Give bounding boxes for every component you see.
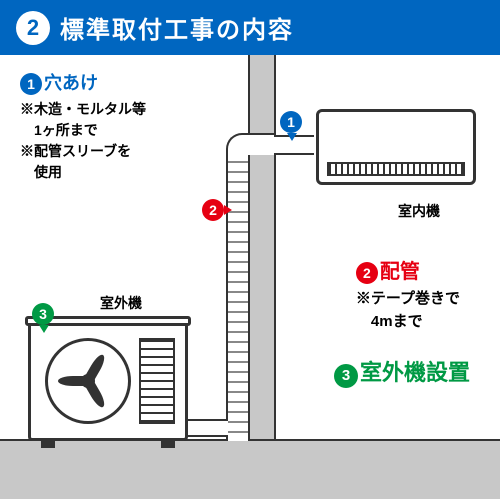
- outdoor-unit: [28, 321, 188, 441]
- marker-3-arrow-icon: [39, 325, 49, 333]
- section-3-num: 3: [334, 364, 358, 388]
- wall: [248, 55, 276, 439]
- pipe-vertical: [226, 151, 250, 441]
- section-1-num: 1: [20, 73, 42, 95]
- section-1-note3: ※配管スリーブを: [20, 141, 146, 162]
- section-2-num: 2: [356, 262, 378, 284]
- outdoor-label: 室外機: [100, 293, 142, 313]
- section-1-note4: 使用: [20, 162, 146, 183]
- marker-3-icon: 3: [32, 303, 54, 325]
- section-1-title: 穴あけ: [44, 73, 98, 93]
- marker-2-icon: 2: [202, 199, 224, 221]
- diagram-area: 室内機 室外機 1 2 3 1穴あけ ※木造・モルタル等 1ヶ所まで ※配管スリ…: [0, 55, 500, 499]
- ground: [0, 439, 500, 499]
- marker-1-arrow-icon: [287, 133, 297, 141]
- header: 2 標準取付工事の内容: [0, 0, 500, 55]
- indoor-unit: [316, 109, 476, 185]
- indoor-vent: [327, 162, 465, 176]
- pipe-elbow: [226, 133, 276, 155]
- section-1-note1: ※木造・モルタル等: [20, 99, 146, 120]
- section-1: 1穴あけ ※木造・モルタル等 1ヶ所まで ※配管スリーブを 使用: [20, 69, 146, 183]
- section-2-note2: 4mまで: [356, 311, 460, 334]
- pipe-bottom: [186, 419, 228, 437]
- section-2-title: 配管: [380, 261, 420, 283]
- fan-icon: [45, 338, 131, 424]
- grille-icon: [139, 338, 175, 424]
- section-3: 3室外機設置: [334, 355, 470, 388]
- header-title: 標準取付工事の内容: [60, 10, 294, 45]
- marker-2-arrow-icon: [224, 205, 232, 215]
- indoor-label: 室内機: [398, 201, 440, 221]
- section-3-title: 室外機設置: [360, 360, 470, 385]
- section-1-note2: 1ヶ所まで: [20, 120, 146, 141]
- marker-1-icon: 1: [280, 111, 302, 133]
- section-2: 2配管 ※テープ巻きで 4mまで: [356, 255, 460, 333]
- header-badge: 2: [16, 11, 50, 45]
- section-2-note1: ※テープ巻きで: [356, 288, 460, 311]
